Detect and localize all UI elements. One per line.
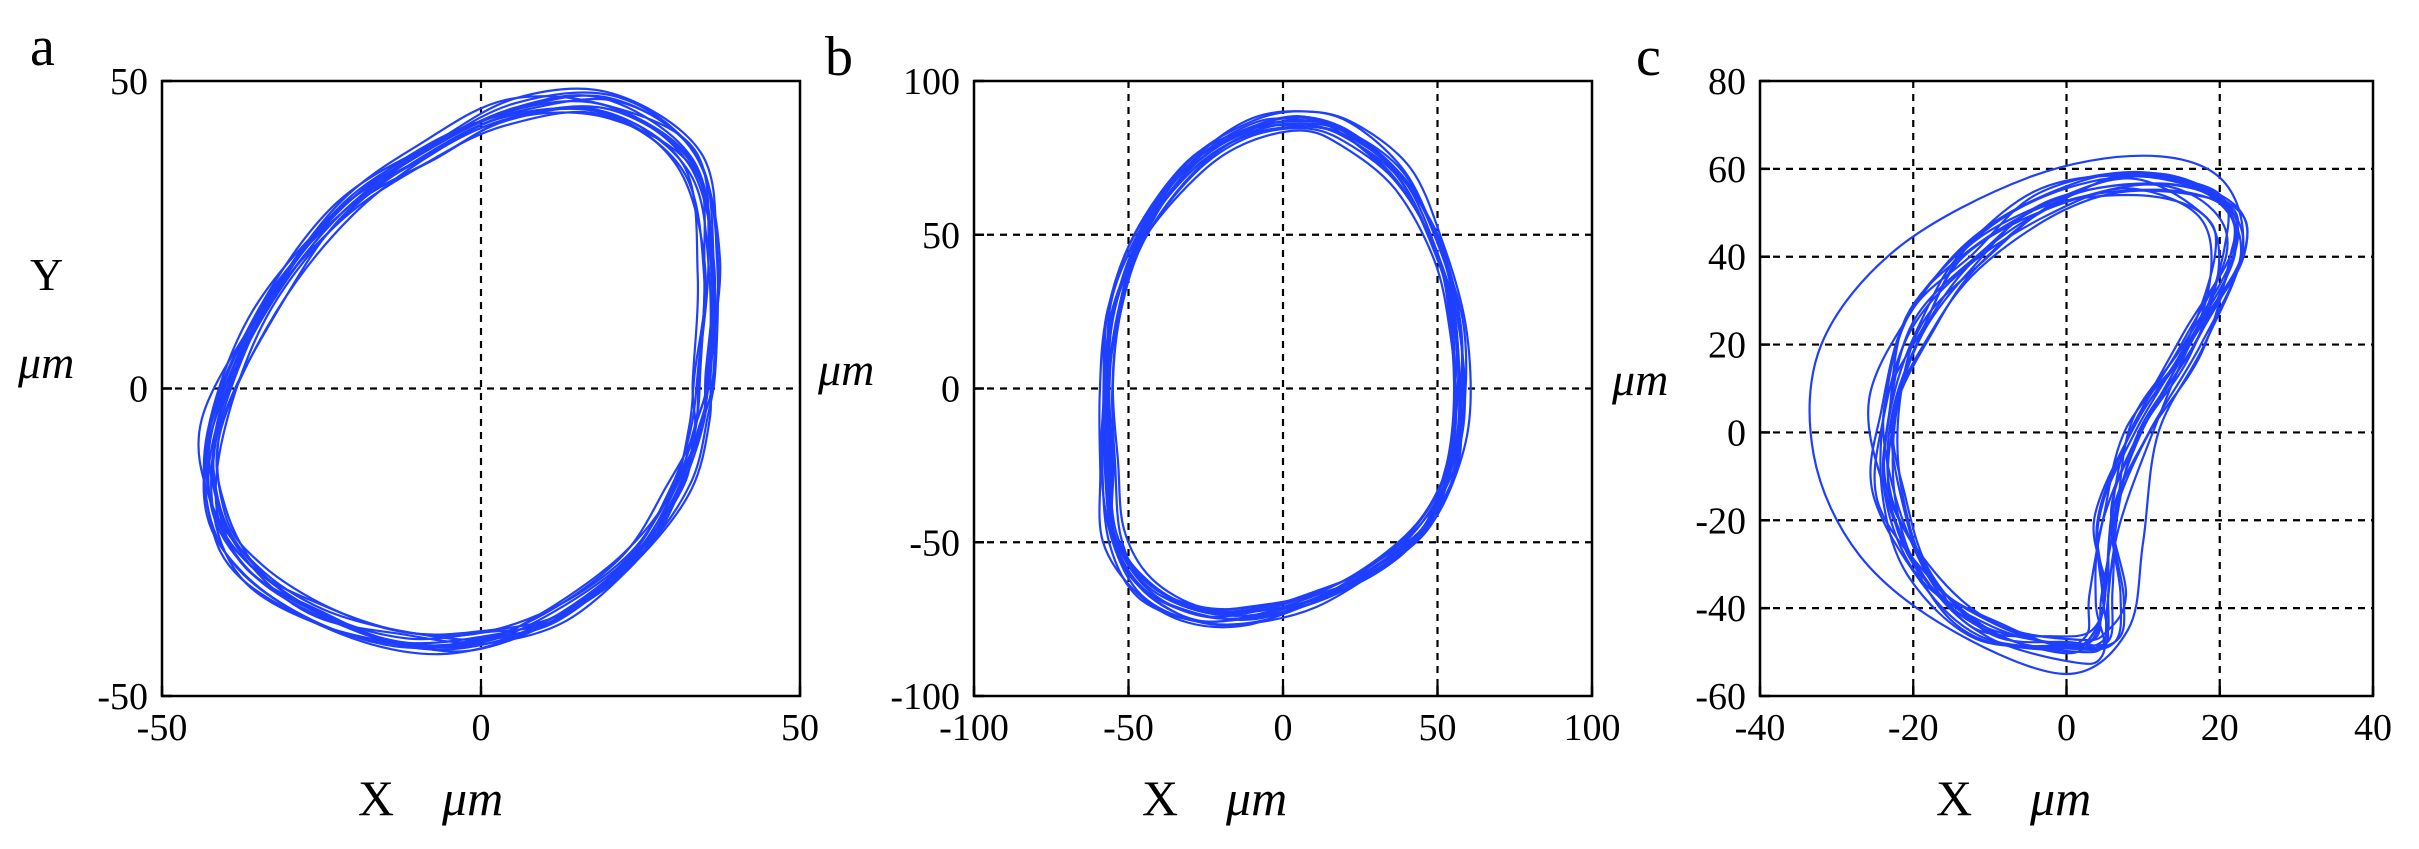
trajectory-a — [197, 87, 722, 656]
trajectory-loop — [1886, 175, 2249, 650]
trajectory-loop — [202, 94, 716, 656]
panel-c-xunit: μm — [2029, 770, 2091, 826]
y-tick-label: 20 — [1708, 325, 1746, 367]
y-tick-label: 50 — [922, 215, 960, 257]
y-tick-label: -50 — [97, 676, 148, 718]
x-tick-label: -20 — [1888, 707, 1939, 749]
trajectory-loop — [1890, 189, 2240, 650]
panel-a-xlabel: X — [358, 770, 394, 826]
x-tick-label: -50 — [137, 707, 188, 749]
panel-b: b μm X μm -100 -50 0 50 100 -100 -50 0 50 100 — [817, 26, 1621, 826]
trajectory-loop — [212, 97, 717, 647]
panel-a-ylabel: Y — [30, 249, 63, 300]
trajectory-loop — [209, 105, 717, 653]
trajectory-loop — [1099, 124, 1457, 623]
x-tick-label: 50 — [1419, 707, 1457, 749]
panel-c-yunit: μm — [1611, 354, 1668, 405]
trajectory-loop — [203, 94, 720, 649]
y-tick-label: 100 — [903, 61, 960, 103]
y-tick-label: 60 — [1708, 149, 1746, 191]
trajectory-loop — [207, 100, 706, 638]
trajectory-loop — [1879, 170, 2238, 648]
y-tick-label: 80 — [1708, 61, 1746, 103]
trajectory-b — [1098, 110, 1472, 629]
x-tick-label: 50 — [781, 707, 819, 749]
x-tick-label: 20 — [2201, 707, 2239, 749]
panel-a-letter: a — [30, 16, 55, 78]
x-tick-label: -100 — [939, 707, 1009, 749]
trajectory-loop — [215, 105, 714, 641]
x-tick-label: 100 — [1564, 707, 1621, 749]
trajectory-loop — [206, 110, 706, 647]
y-tick-label: 0 — [129, 369, 148, 411]
y-tick-label: 50 — [110, 61, 148, 103]
x-tick-label: -50 — [1103, 707, 1154, 749]
trajectory-loop — [214, 106, 712, 648]
trajectory-loop — [1896, 182, 2243, 652]
panel-a-xunit: μm — [441, 770, 503, 826]
y-tick-label: 0 — [941, 369, 960, 411]
trajectory-loop — [1882, 183, 2229, 655]
y-tick-label: -40 — [1695, 588, 1746, 630]
trajectory-loop — [1873, 187, 2213, 651]
panel-b-letter: b — [825, 26, 853, 88]
trajectory-loop — [1881, 182, 2245, 666]
trajectory-outer-loop — [1808, 154, 2245, 676]
plot-b: -100 -50 0 50 100 -100 -50 0 50 100 — [890, 61, 1620, 749]
y-tick-label: -20 — [1695, 500, 1746, 542]
panel-c-xlabel: X — [1936, 770, 1972, 826]
x-tick-label: 40 — [2354, 707, 2392, 749]
y-tick-label: 0 — [1727, 412, 1746, 454]
x-tick-label: 0 — [1274, 707, 1293, 749]
trajectory-loop — [1891, 188, 2237, 647]
x-tick-label: 0 — [2057, 707, 2076, 749]
y-tick-label: 40 — [1708, 237, 1746, 279]
trajectory-loop — [1869, 174, 2230, 650]
x-tick-label: 0 — [472, 707, 491, 749]
trajectory-loop — [1882, 177, 2218, 638]
trajectory-loop — [207, 91, 722, 651]
y-tick-label: -100 — [890, 676, 960, 718]
x-tick-label: -40 — [1735, 707, 1786, 749]
trajectory-loop — [1891, 193, 2221, 654]
plot-a: -50 0 50 -50 0 50 — [97, 61, 819, 749]
panel-b-xlabel: X — [1142, 770, 1178, 826]
panel-b-xunit: μm — [1225, 770, 1287, 826]
panel-a: a Y μm X μm -50 0 50 -50 0 50 — [17, 16, 819, 826]
panel-c-letter: c — [1636, 26, 1661, 88]
y-tick-label: -60 — [1695, 676, 1746, 718]
panel-b-yunit: μm — [817, 344, 874, 395]
panel-a-yunit: μm — [17, 337, 74, 388]
y-tick-label: -50 — [909, 522, 960, 564]
trajectory-c — [1808, 154, 2249, 676]
